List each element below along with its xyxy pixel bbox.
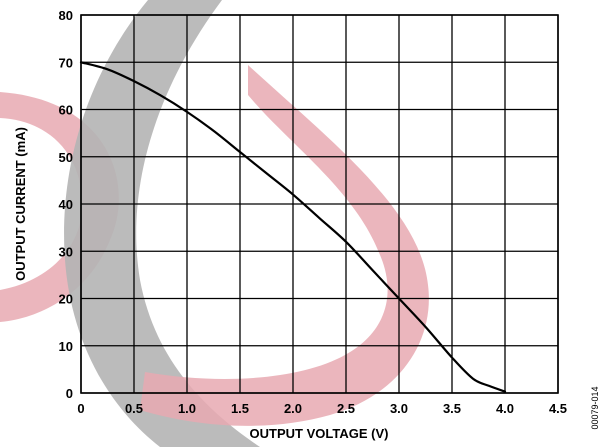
x-tick-labels: 0 0.5 1.0 1.5 2.0 2.5 3.0 3.5 4.0 4.5 — [77, 401, 567, 416]
y-tick-label: 10 — [59, 339, 73, 354]
x-tick-label: 4.5 — [549, 401, 567, 416]
x-tick-label: 1.5 — [231, 401, 249, 416]
y-tick-label: 70 — [59, 55, 73, 70]
y-tick-label: 50 — [59, 150, 73, 165]
y-tick-label: 40 — [59, 197, 73, 212]
y-tick-label: 0 — [66, 386, 73, 401]
watermark-logo — [0, 0, 429, 447]
x-tick-label: 0 — [77, 401, 84, 416]
x-axis-title: OUTPUT VOLTAGE (V) — [250, 426, 389, 441]
x-tick-label: 4.0 — [496, 401, 514, 416]
y-tick-label: 30 — [59, 244, 73, 259]
x-tick-label: 0.5 — [125, 401, 143, 416]
current-voltage-curve — [79, 61, 507, 393]
x-tick-label: 3.0 — [390, 401, 408, 416]
y-tick-label: 80 — [59, 8, 73, 23]
figure-id: 00079-014 — [590, 386, 600, 429]
y-tick-label: 20 — [59, 292, 73, 307]
y-axis-title: OUTPUT CURRENT (mA) — [13, 127, 28, 281]
watermark-gray-band — [64, 0, 260, 447]
plot-frame — [80, 14, 559, 394]
x-tick-label: 3.5 — [443, 401, 461, 416]
watermark-pink-right-swoosh — [140, 65, 429, 426]
y-tick-labels: 0 10 20 30 40 50 60 70 80 — [59, 8, 73, 401]
x-tick-label: 2.0 — [284, 401, 302, 416]
x-tick-label: 2.5 — [337, 401, 355, 416]
y-tick-label: 60 — [59, 103, 73, 118]
x-tick-label: 1.0 — [178, 401, 196, 416]
